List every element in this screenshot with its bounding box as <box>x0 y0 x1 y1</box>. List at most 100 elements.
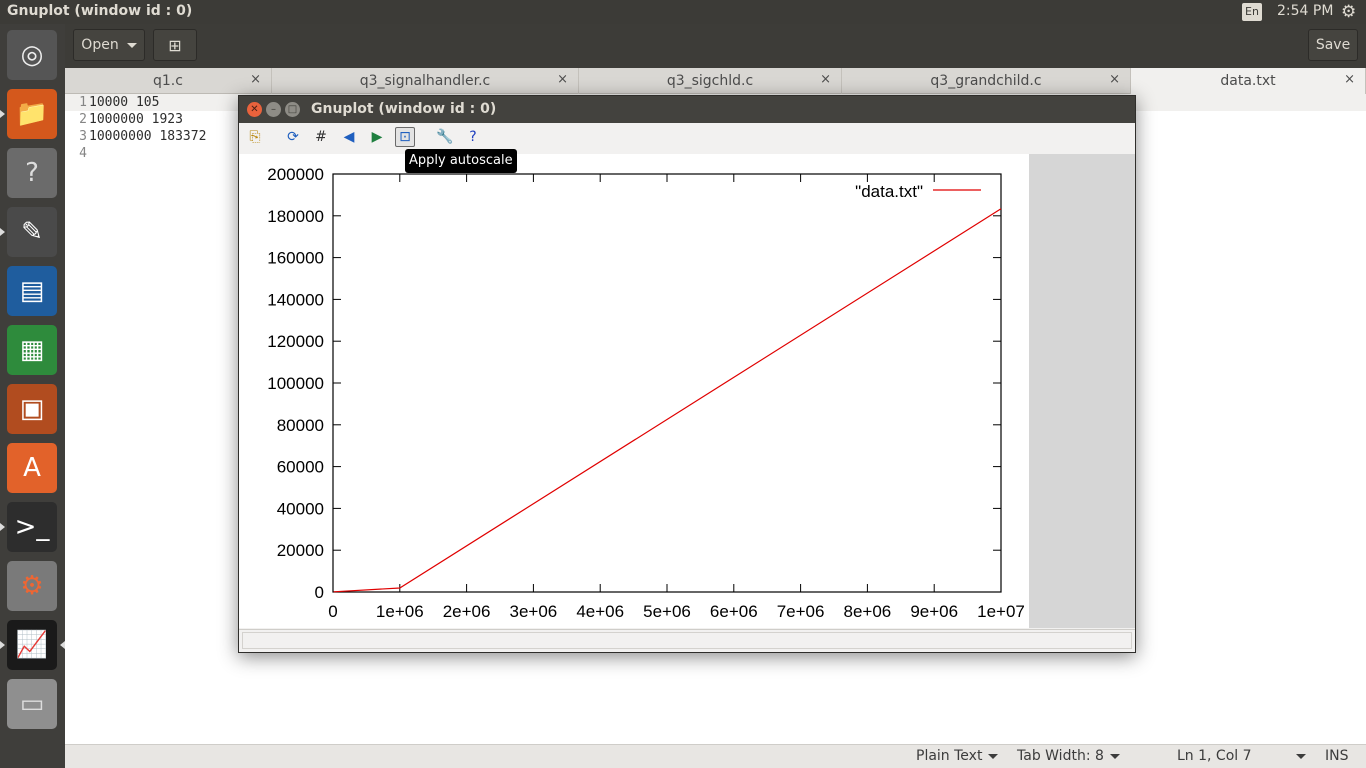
tab-q3-signalhandler-c[interactable]: q3_signalhandler.c × <box>272 68 579 94</box>
launcher-item-calc[interactable]: ▦ <box>7 325 57 375</box>
launcher-item-files[interactable]: 📁 <box>7 89 57 139</box>
running-indicator <box>0 523 5 531</box>
language-label: Plain Text <box>916 748 983 764</box>
gnuplot-toolbar: ⎘ ⟳ # ◀ ▶ ⊡ 🔧? <box>239 123 1135 154</box>
code-line[interactable]: 2 1000000 1923 <box>65 111 183 128</box>
launcher-item-workspaces[interactable]: ▭ <box>7 679 57 729</box>
tab-width-label: Tab Width: 8 <box>1017 748 1104 764</box>
x-tick-label: 9e+06 <box>910 602 958 621</box>
running-indicator <box>0 228 5 236</box>
software-center-icon: A <box>23 453 41 483</box>
x-tick-label: 2e+06 <box>443 602 491 621</box>
chevron-down-icon <box>988 753 999 759</box>
gnuplot-titlebar[interactable]: ✕ – □ Gnuplot (window id : 0) <box>239 96 1135 123</box>
line-text: 10000000 183372 <box>89 129 207 144</box>
impress-icon: ▣ <box>19 394 45 424</box>
tab-label: data.txt <box>1220 73 1276 89</box>
launcher-item-help[interactable]: ? <box>7 148 57 198</box>
y-tick-label: 160000 <box>267 249 324 268</box>
line-number: 1 <box>79 95 87 110</box>
running-indicator <box>0 110 5 118</box>
code-line[interactable]: 1 10000 105 <box>65 94 159 111</box>
y-tick-label: 200000 <box>267 165 324 184</box>
new-tab-button[interactable]: ⊞ <box>153 29 197 61</box>
tab-data-txt[interactable]: data.txt × <box>1131 68 1366 94</box>
close-icon[interactable]: × <box>250 72 261 87</box>
minimize-icon[interactable]: – <box>266 102 281 117</box>
launcher-item-impress[interactable]: ▣ <box>7 384 57 434</box>
system-menu-gear-icon[interactable]: ⚙ <box>1341 2 1357 22</box>
active-window-title: Gnuplot (window id : 0) <box>7 3 193 19</box>
chevron-down-icon <box>1109 753 1120 759</box>
y-tick-label: 20000 <box>277 541 324 560</box>
y-tick-label: 40000 <box>277 499 324 518</box>
system-settings-icon: ⚙ <box>20 571 44 601</box>
launcher-item-terminal[interactable]: >_ <box>7 502 57 552</box>
launcher-item-software-center[interactable]: A <box>7 443 57 493</box>
x-tick-label: 5e+06 <box>643 602 691 621</box>
launcher-item-writer[interactable]: ▤ <box>7 266 57 316</box>
language-selector[interactable]: Plain Text <box>916 748 999 764</box>
save-button[interactable]: Save <box>1308 29 1358 61</box>
y-tick-label: 180000 <box>267 207 324 226</box>
x-tick-label: 8e+06 <box>844 602 892 621</box>
open-button[interactable]: Open <box>73 29 145 61</box>
tab-q3-grandchild-c[interactable]: q3_grandchild.c × <box>842 68 1131 94</box>
close-icon[interactable]: ✕ <box>247 102 262 117</box>
insert-mode-label: INS <box>1325 748 1349 764</box>
chevron-down-icon <box>1295 753 1306 759</box>
replot-icon[interactable]: ⟳ <box>287 129 299 145</box>
terminal-icon: >_ <box>14 512 50 542</box>
tab-width-selector[interactable]: Tab Width: 8 <box>1017 748 1120 764</box>
legend-label: "data.txt" <box>855 182 923 201</box>
launcher-item-ubuntu-dash[interactable]: ◎ <box>7 30 57 80</box>
maximize-icon[interactable]: □ <box>285 102 300 117</box>
chevron-down-icon <box>126 42 137 48</box>
line-text: 1000000 1923 <box>89 112 183 127</box>
insert-mode-indicator: INS <box>1325 748 1349 764</box>
autoscale-icon[interactable]: ⊡ <box>395 127 415 147</box>
x-tick-label: 1e+07 <box>977 602 1025 621</box>
gnuplot-window: ✕ – □ Gnuplot (window id : 0) ⎘ ⟳ # ◀ ▶ ⊡ 🔧? A… <box>238 95 1136 653</box>
zoom-previous-icon[interactable]: ◀ <box>343 129 355 145</box>
code-line[interactable]: 3 10000000 183372 <box>65 128 206 145</box>
workspaces-icon: ▭ <box>19 689 45 719</box>
tab-q1-c[interactable]: q1.c × <box>65 68 272 94</box>
clock[interactable]: 2:54 PM <box>1277 3 1334 19</box>
plot-area[interactable]: 0 20000 40000 60000 80000 100000 120000 140000 1… <box>239 154 1029 628</box>
close-icon[interactable]: × <box>557 72 568 87</box>
text-editor-icon: ✎ <box>21 217 43 247</box>
zoom-next-icon[interactable]: ▶ <box>371 129 383 145</box>
gedit-header-bar: Open ⊞ Save <box>65 24 1366 68</box>
toggle-grid-icon[interactable]: # <box>315 129 327 145</box>
launcher-item-gnuplot[interactable]: 📈 <box>7 620 57 670</box>
y-tick-label: 0 <box>315 583 324 602</box>
cursor-position-selector[interactable]: Ln 1, Col 7 <box>1177 748 1306 764</box>
launcher-item-system-settings[interactable]: ⚙ <box>7 561 57 611</box>
y-tick-label: 140000 <box>267 290 324 309</box>
launcher-item-text-editor[interactable]: ✎ <box>7 207 57 257</box>
y-tick-label: 80000 <box>277 416 324 435</box>
line-number: 2 <box>79 112 87 127</box>
x-tick-label: 0 <box>328 602 337 621</box>
close-icon[interactable]: × <box>820 72 831 87</box>
copy-to-clipboard-icon[interactable]: ⎘ <box>249 129 261 145</box>
gnuplot-icon: 📈 <box>15 630 49 660</box>
plot-frame <box>332 173 1002 593</box>
new-document-icon: ⊞ <box>168 35 182 55</box>
keyboard-layout-indicator[interactable]: En <box>1242 3 1262 21</box>
status-bar: Plain Text Tab Width: 8 Ln 1, Col 7 INS <box>65 744 1366 768</box>
open-button-label: Open <box>81 37 119 53</box>
code-line[interactable]: 4 <box>65 145 89 162</box>
running-indicator <box>0 641 5 649</box>
help-icon: ? <box>25 158 39 188</box>
close-icon[interactable]: × <box>1109 72 1120 87</box>
tab-q3-sigchld-c[interactable]: q3_sigchld.c × <box>579 68 842 94</box>
tab-label: q3_sigchld.c <box>666 73 754 89</box>
tab-label: q3_grandchild.c <box>930 73 1042 89</box>
configure-icon[interactable]: 🔧 <box>436 129 454 145</box>
line-number: 3 <box>79 129 87 144</box>
help-icon[interactable]: ? <box>469 129 477 145</box>
close-icon[interactable]: × <box>1344 72 1355 87</box>
y-tick-label: 60000 <box>277 458 324 477</box>
